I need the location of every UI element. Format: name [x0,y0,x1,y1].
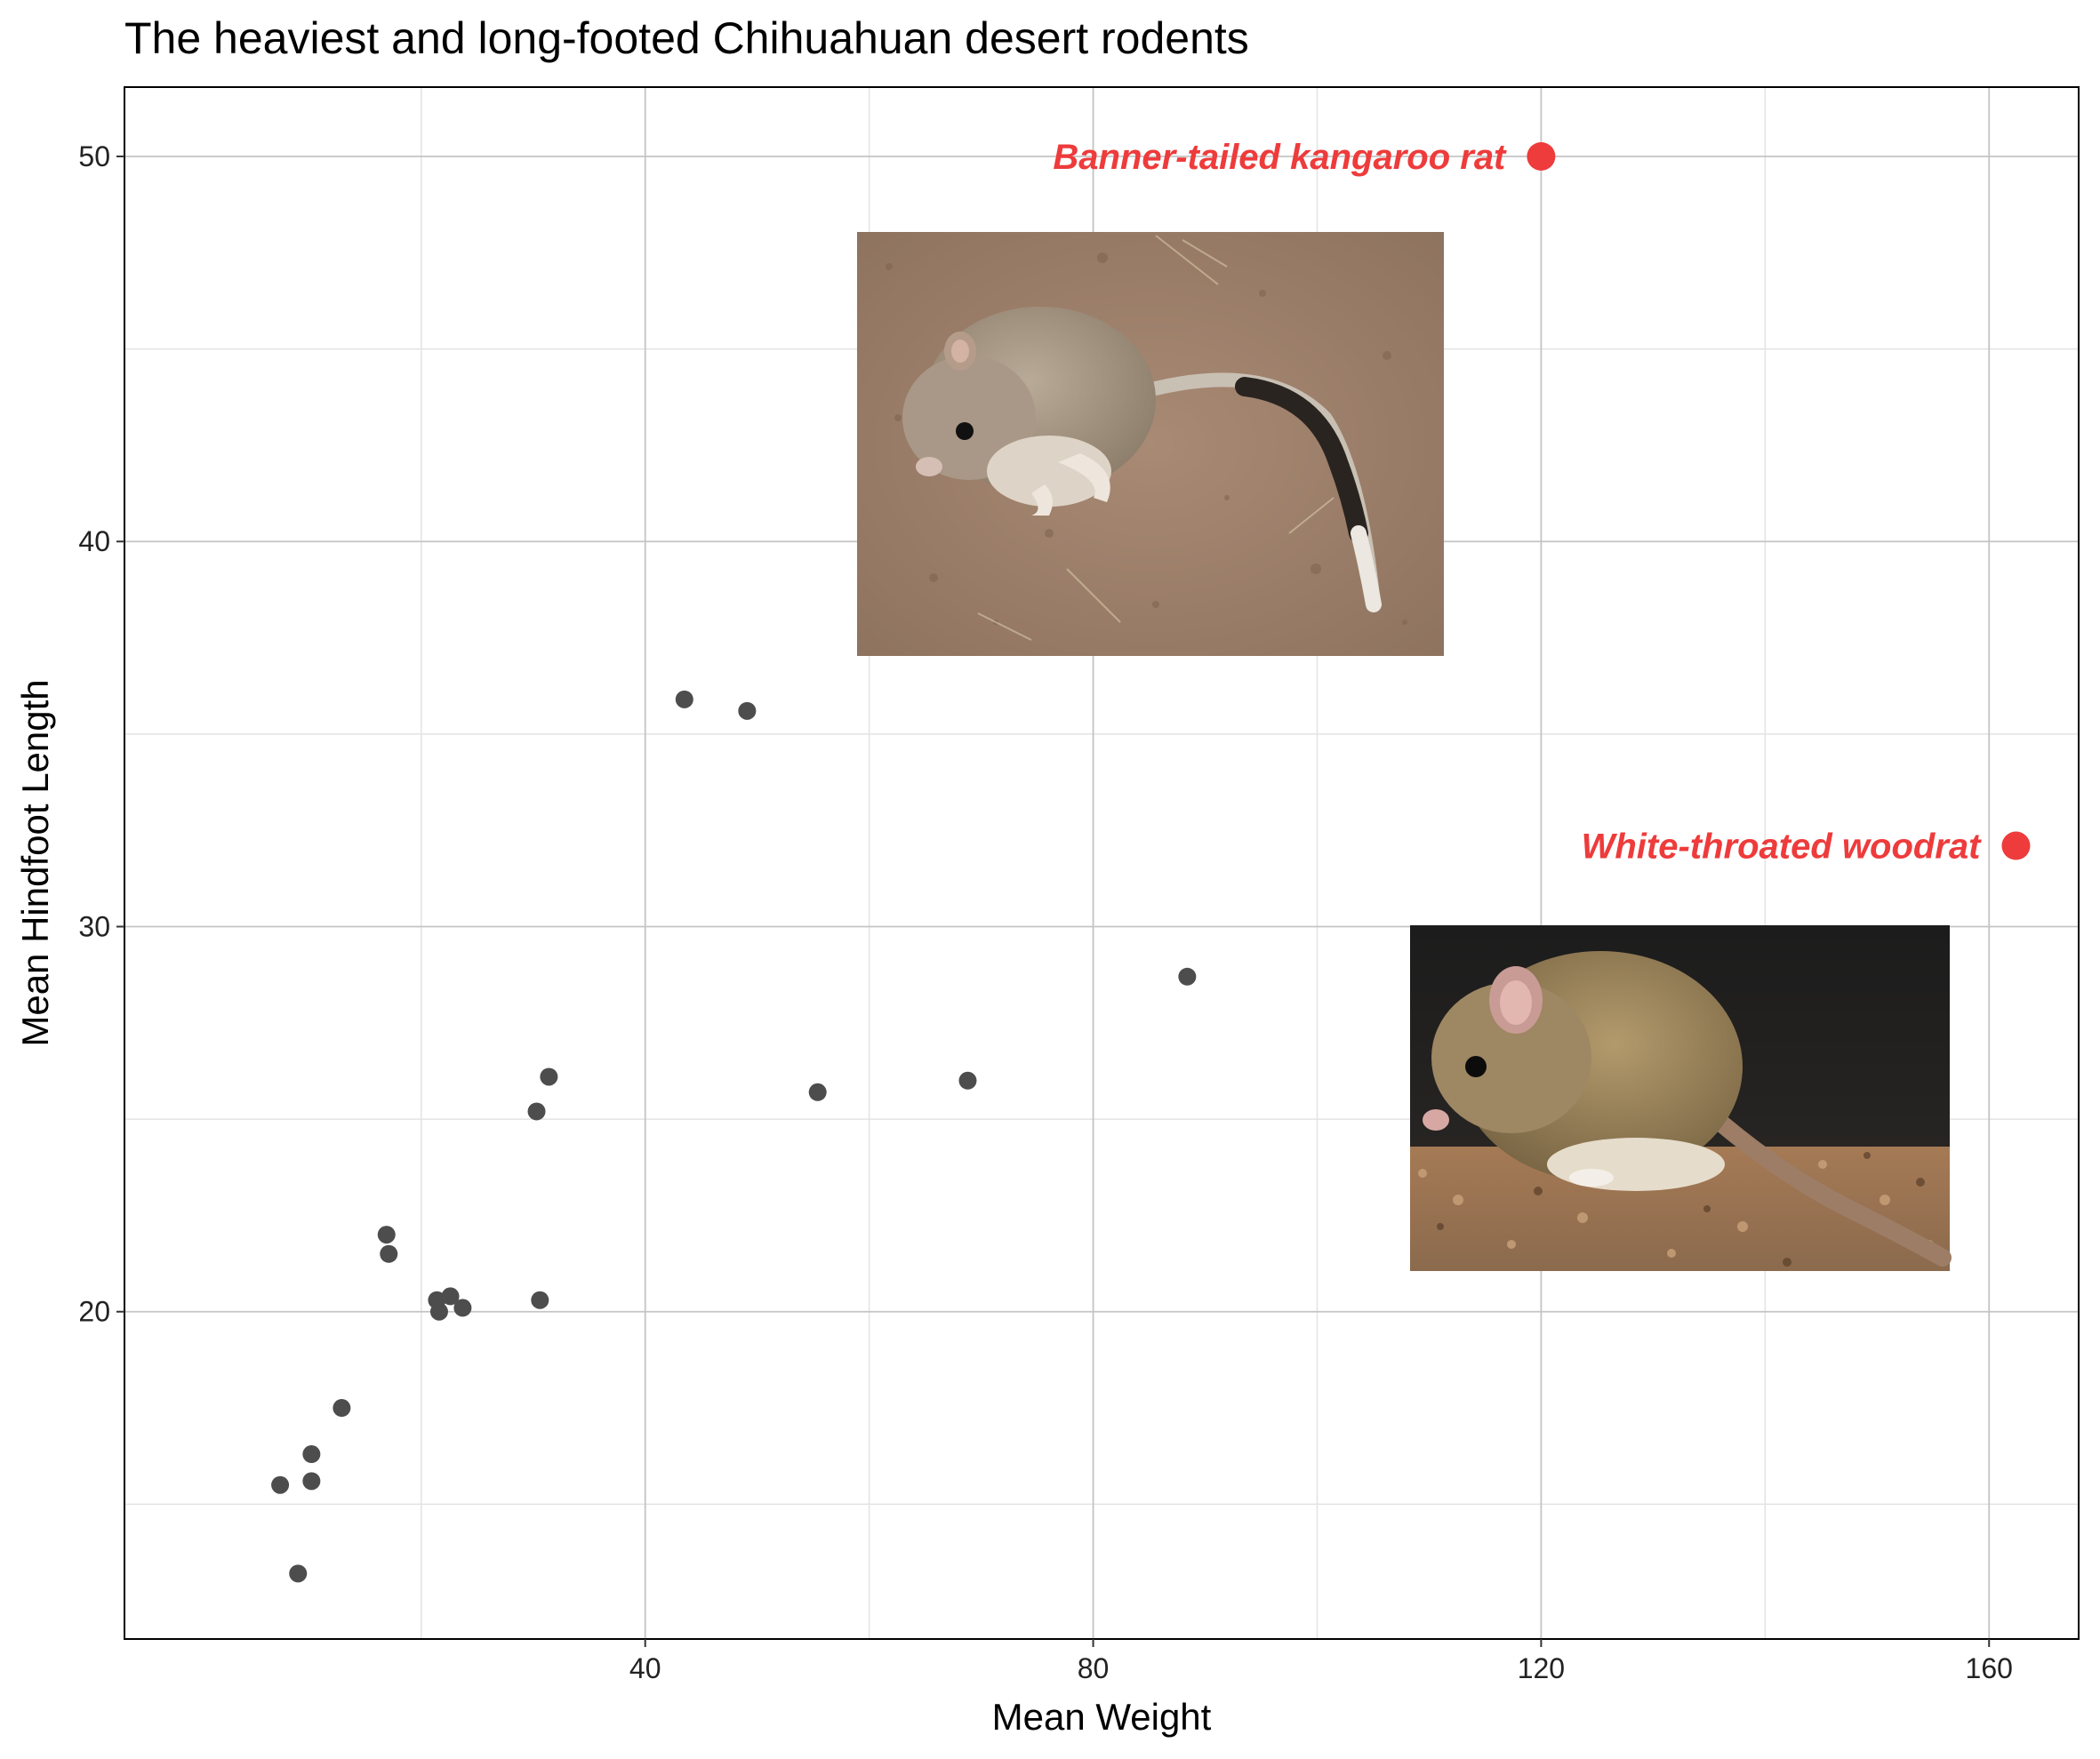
data-point [289,1564,308,1583]
data-point [429,1302,448,1321]
data-point [738,701,757,720]
y-tick-label: 20 [78,1296,110,1328]
x-axis-title: Mean Weight [992,1696,1212,1738]
woodrat-photo [1410,925,1952,1271]
y-tick-label: 30 [78,910,110,942]
data-points [271,690,1197,1583]
data-point [675,690,693,708]
data-point [377,1226,396,1244]
x-tick-label: 40 [629,1652,661,1684]
data-point [531,1291,549,1309]
highlight-label: Banner-tailed kangaroo rat [1053,138,1507,177]
data-point [302,1472,321,1491]
y-tick-label: 40 [78,525,110,557]
data-point [527,1102,546,1121]
x-tick-label: 120 [1518,1652,1565,1684]
highlighted-points: Banner-tailed kangaroo rat White-throated… [1053,138,2031,867]
y-axis-ticks: 20 30 40 50 [78,140,124,1328]
highlight-point [1527,141,1556,171]
data-point [1178,967,1197,986]
data-point [271,1475,290,1494]
highlight-point [2001,831,2031,860]
data-point [540,1067,558,1086]
data-point [380,1244,398,1263]
data-point [302,1445,321,1464]
data-point [453,1299,472,1317]
x-axis-ticks: 40 80 120 160 [629,1639,2013,1684]
x-tick-label: 160 [1966,1652,2013,1684]
data-point [808,1083,827,1101]
highlight-label: White-throated woodrat [1582,828,1983,867]
chart-title: The heaviest and long-footed Chihuahuan … [124,13,1249,63]
y-tick-label: 50 [78,140,110,172]
data-point [441,1287,460,1306]
panel-border [124,86,2080,1640]
x-tick-label: 80 [1078,1652,1110,1684]
kangaroo-rat-photo [857,232,1444,656]
plot-panel: Banner-tailed kangaroo rat White-throated… [124,86,2080,1640]
data-point [958,1071,977,1090]
y-axis-title: Mean Hindfoot Length [14,679,56,1046]
data-point [333,1399,351,1418]
